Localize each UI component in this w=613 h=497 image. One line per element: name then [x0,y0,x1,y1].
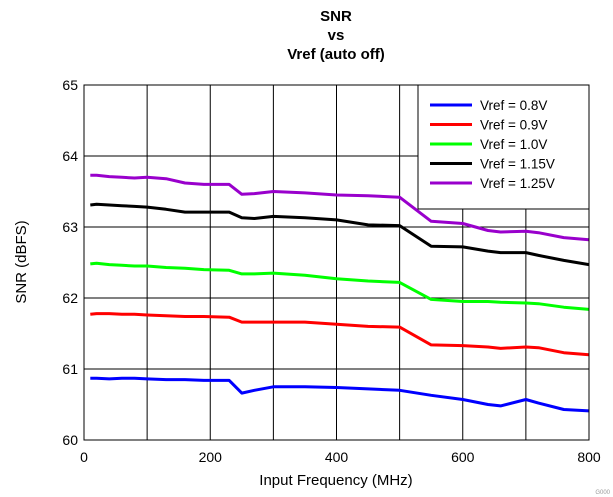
x-tick-label: 800 [577,449,601,465]
y-tick-label: 61 [62,361,78,377]
legend-label: Vref = 0.8V [480,98,547,113]
plot-frame [83,84,590,441]
chart-title-line-2: vs [328,27,345,44]
y-tick-labels: 60 61 62 63 64 65 [62,77,78,448]
x-tick-labels: 0 200 400 600 800 [80,449,601,465]
y-tick-label: 60 [62,432,78,448]
x-tick-label: 600 [451,449,475,465]
chart-title-line-1: SNR [320,8,352,25]
legend-label: Vref = 1.15V [480,157,555,172]
y-tick-label: 63 [62,219,78,235]
y-tick-label: 65 [62,77,78,93]
figure-id-watermark: G000 [595,490,610,496]
legend-label: Vref = 1.25V [480,176,555,191]
y-axis-label: SNR (dBFS) [13,220,30,303]
series-line [90,261,590,311]
x-axis-label: Input Frequency (MHz) [259,472,412,489]
series-line [90,376,590,413]
x-tick-label: 400 [325,449,349,465]
series-line [90,202,590,267]
legend-label: Vref = 1.0V [480,137,547,152]
legend-label: Vref = 0.9V [480,118,547,133]
legend: Vref = 0.8V Vref = 0.9V Vref = 1.0V Vref = … [417,84,590,210]
x-tick-label: 200 [199,449,223,465]
series-line [90,173,590,242]
y-tick-label: 64 [62,148,78,164]
series-line [90,312,590,357]
series-lines [90,173,590,413]
x-tick-label: 0 [80,449,88,465]
chart-title: SNR vs Vref (auto off) [287,8,385,63]
chart-title-line-3: Vref (auto off) [287,46,385,63]
y-tick-label: 62 [62,290,78,306]
